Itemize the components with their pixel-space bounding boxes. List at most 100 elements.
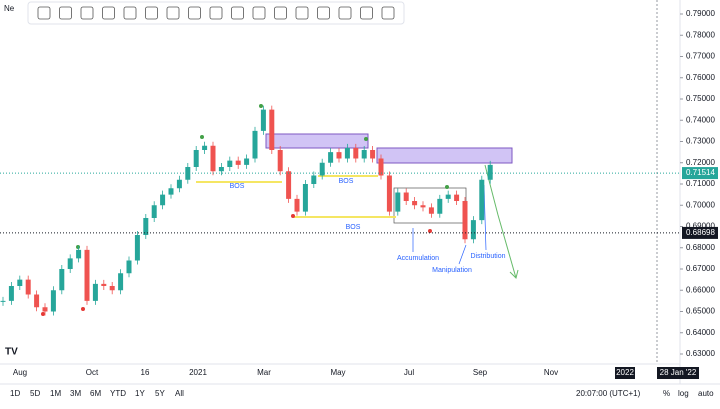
range-button[interactable]: 1Y (135, 389, 145, 398)
candle (353, 147, 359, 159)
y-tick-label: 0.70000 (686, 200, 715, 209)
candle (168, 188, 174, 195)
y-tick-label: 0.78000 (686, 30, 715, 39)
logo: TV (5, 347, 18, 358)
candle (462, 201, 468, 240)
x-tick-label: Mar (257, 368, 271, 377)
candle (59, 269, 65, 291)
candle (42, 307, 48, 312)
x-tick-label: 2021 (189, 368, 207, 377)
clock: 20:07:00 (UTC+1) (576, 389, 641, 398)
candle (328, 152, 334, 163)
candle (403, 192, 409, 201)
candle (437, 198, 443, 214)
candle (176, 179, 182, 189)
candle (370, 150, 376, 159)
candle (0, 300, 6, 302)
tool-button[interactable] (252, 6, 266, 20)
candle (17, 279, 23, 286)
pointer (458, 244, 467, 265)
tool-button[interactable] (317, 6, 330, 20)
zone (376, 147, 513, 164)
tool-button[interactable] (145, 6, 158, 20)
y-tick-label: 0.67000 (686, 264, 715, 273)
candle (336, 152, 342, 159)
candle (386, 175, 392, 212)
tool-button[interactable] (123, 6, 137, 20)
candle (487, 164, 493, 180)
tool-button[interactable] (274, 6, 287, 20)
y-tick-label: 0.76000 (686, 73, 715, 82)
candle (260, 109, 266, 131)
tool-button[interactable] (295, 6, 309, 20)
tool-button[interactable] (381, 6, 395, 20)
candle (395, 192, 401, 212)
candle (269, 109, 275, 150)
axis-option[interactable]: % (663, 389, 670, 398)
candle (151, 205, 157, 218)
range-button[interactable]: 5D (30, 389, 40, 398)
candle (378, 158, 384, 176)
candle (286, 171, 292, 199)
candle (235, 160, 241, 165)
candle (50, 290, 56, 312)
tool-button[interactable] (231, 6, 244, 20)
arrow (484, 164, 517, 279)
candle (8, 286, 14, 301)
tool-button[interactable] (209, 6, 223, 20)
y-tick-label: 0.63000 (686, 349, 715, 358)
x-label-box (615, 367, 635, 379)
candle (277, 150, 283, 172)
tool-button[interactable] (59, 6, 72, 20)
tool-button[interactable] (37, 6, 51, 20)
range-button[interactable]: 3M (70, 389, 81, 398)
candle (361, 150, 367, 159)
y-tick-label: 0.66000 (686, 285, 715, 294)
tool-button[interactable] (188, 6, 201, 20)
candle (428, 207, 434, 214)
y-tick-label: 0.73000 (686, 137, 715, 146)
candle (101, 283, 107, 286)
y-tick-label: 0.65000 (686, 307, 715, 316)
pointer (483, 184, 487, 251)
candle (420, 205, 426, 208)
y-tick-label: 0.77000 (686, 52, 715, 61)
candle (25, 279, 31, 295)
x-tick-label: Jul (404, 368, 414, 377)
y-tick-label: 0.64000 (686, 328, 715, 337)
arrow-head (509, 269, 519, 279)
tool-button[interactable] (166, 6, 180, 20)
range-button[interactable]: 6M (90, 389, 101, 398)
tool-button[interactable] (102, 6, 115, 20)
x-tick-label: Nov (544, 368, 558, 377)
pivot-dots (41, 104, 449, 316)
axis-option[interactable]: auto (698, 389, 714, 398)
axis-option[interactable]: log (678, 389, 689, 398)
annotation: BOS (230, 183, 245, 190)
tool-button[interactable] (80, 6, 94, 20)
range-button[interactable]: 1M (50, 389, 61, 398)
candle (160, 194, 166, 206)
range-button[interactable]: All (175, 389, 184, 398)
x-label-box (657, 367, 699, 379)
tool-button[interactable] (360, 6, 373, 20)
candle (193, 150, 199, 167)
range-button[interactable]: YTD (110, 389, 126, 398)
y-tick-label: 0.75000 (686, 94, 715, 103)
range-button[interactable]: 5Y (155, 389, 165, 398)
candle (311, 175, 317, 184)
price-label: 0.71514 (686, 168, 715, 177)
x-tick-label: May (330, 368, 345, 377)
candle (185, 167, 191, 180)
candle (109, 286, 115, 291)
tool-button[interactable] (338, 6, 352, 20)
candle (126, 260, 132, 274)
candle (118, 273, 124, 291)
candle (244, 158, 250, 165)
x-tick-label: Aug (13, 368, 27, 377)
price-label-box (682, 167, 718, 180)
candle (470, 220, 476, 240)
price-label-box (682, 226, 718, 239)
y-tick-label: 0.68000 (686, 243, 715, 252)
range-button[interactable]: 1D (10, 389, 20, 398)
